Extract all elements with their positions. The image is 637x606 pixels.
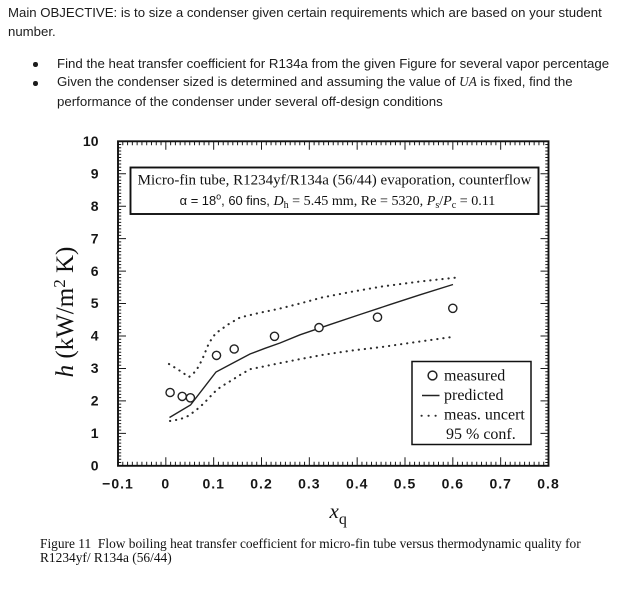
svg-text:6: 6 bbox=[91, 263, 99, 279]
svg-text:0.6: 0.6 bbox=[442, 476, 464, 492]
svg-text:0.5: 0.5 bbox=[394, 476, 416, 492]
svg-text:1: 1 bbox=[91, 425, 99, 441]
svg-text:0.7: 0.7 bbox=[489, 476, 511, 492]
svg-text:2: 2 bbox=[91, 393, 99, 409]
svg-text:9: 9 bbox=[91, 165, 99, 181]
svg-text:−0.1: −0.1 bbox=[102, 476, 134, 492]
svg-text:10: 10 bbox=[83, 133, 99, 149]
svg-text:0.1: 0.1 bbox=[202, 476, 224, 492]
svg-text:4: 4 bbox=[91, 328, 99, 344]
svg-text:α = 18o, 60 fins, Dh = 5.45 mm: α = 18o, 60 fins, Dh = 5.45 mm, Re = 532… bbox=[180, 192, 496, 212]
svg-text:xq: xq bbox=[329, 499, 347, 528]
svg-text:Micro-fin tube, R1234yf/R134a: Micro-fin tube, R1234yf/R134a (56/44) ev… bbox=[138, 173, 532, 189]
svg-text:3: 3 bbox=[91, 360, 99, 376]
svg-text:0: 0 bbox=[161, 476, 170, 492]
svg-text:0.8: 0.8 bbox=[537, 476, 559, 492]
svg-text:95 % conf.: 95 % conf. bbox=[446, 426, 516, 443]
svg-text:predicted: predicted bbox=[444, 387, 504, 404]
svg-text:0.4: 0.4 bbox=[346, 476, 368, 492]
svg-text:measured: measured bbox=[444, 368, 505, 385]
svg-text:0.2: 0.2 bbox=[250, 476, 272, 492]
svg-text:0.3: 0.3 bbox=[298, 476, 320, 492]
svg-text:h (kW/m2 K): h (kW/m2 K) bbox=[50, 247, 79, 378]
svg-text:8: 8 bbox=[91, 198, 99, 214]
svg-text:meas. uncert: meas. uncert bbox=[444, 407, 525, 424]
svg-text:0: 0 bbox=[91, 458, 99, 474]
svg-text:5: 5 bbox=[91, 295, 99, 311]
svg-text:7: 7 bbox=[91, 230, 99, 246]
